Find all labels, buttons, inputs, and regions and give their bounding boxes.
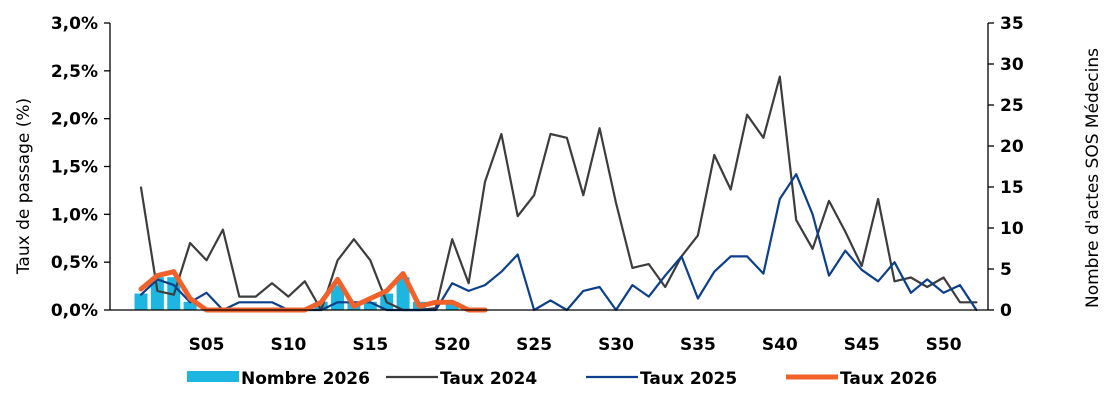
- bars-layer: [134, 277, 459, 310]
- legend-label: Taux 2025: [640, 369, 737, 389]
- legend-label: Nombre 2026: [241, 369, 370, 389]
- legend-label: Taux 2024: [440, 369, 537, 389]
- bar-nombre-2026: [314, 301, 328, 310]
- bar-nombre-2026: [134, 293, 148, 310]
- y-axis-left-title: Taux de passage (%): [14, 98, 34, 275]
- legend-swatch-bar: [187, 371, 239, 382]
- line-taux-2024: [139, 75, 978, 312]
- y-right-tick-label: 25: [1000, 96, 1024, 116]
- y-right-tick-label: 5: [1000, 260, 1012, 280]
- line-taux-2025: [139, 173, 978, 312]
- bar-nombre-2026: [445, 301, 459, 310]
- y-left-tick-label: 0,0%: [51, 301, 98, 321]
- y-left-tick-label: 2,5%: [51, 62, 98, 82]
- legend-label: Taux 2026: [840, 369, 937, 389]
- y-right-tick-label: 10: [1000, 219, 1024, 239]
- x-tick-label: S25: [516, 335, 552, 355]
- y-left-tick-label: 2,0%: [51, 110, 98, 130]
- bar-nombre-2026: [150, 277, 164, 310]
- line-taux-2026: [138, 269, 488, 313]
- axes-layer: 0,0% 0,5% 1,0% 1,5% 2,0% 2,5% 3,0% 0 5 10 15 20 25 30…: [51, 14, 1024, 355]
- x-tick-label: S35: [680, 335, 716, 355]
- x-tick-label: S40: [762, 335, 798, 355]
- y-left-tick-label: 1,0%: [51, 205, 98, 225]
- x-tick-label: S30: [598, 335, 634, 355]
- legend-layer: Nombre 2026 Taux 2024 Taux 2025 Taux 2026: [187, 369, 937, 389]
- x-tick-label: S05: [189, 335, 225, 355]
- y-left-tick-label: 0,5%: [51, 253, 98, 273]
- y-right-tick-label: 0: [1000, 301, 1012, 321]
- y-left-tick-label: 3,0%: [51, 14, 98, 34]
- y-right-tick-label: 15: [1000, 178, 1024, 198]
- y-left-tick-label: 1,5%: [51, 158, 98, 178]
- y-right-tick-label: 30: [1000, 55, 1024, 75]
- y-axis-right-title: Nombre d'actes SOS Médecins: [1083, 48, 1103, 308]
- y-right-tick-label: 20: [1000, 137, 1024, 157]
- y-right-tick-label: 35: [1000, 14, 1024, 34]
- x-tick-label: S10: [270, 335, 306, 355]
- lines-layer: [138, 75, 978, 313]
- x-tick-label: S50: [926, 335, 962, 355]
- x-tick-label: S15: [352, 335, 388, 355]
- x-tick-label: S20: [434, 335, 470, 355]
- bar-nombre-2026: [183, 301, 197, 310]
- x-tick-label: S45: [844, 335, 880, 355]
- bar-nombre-2026: [363, 301, 377, 310]
